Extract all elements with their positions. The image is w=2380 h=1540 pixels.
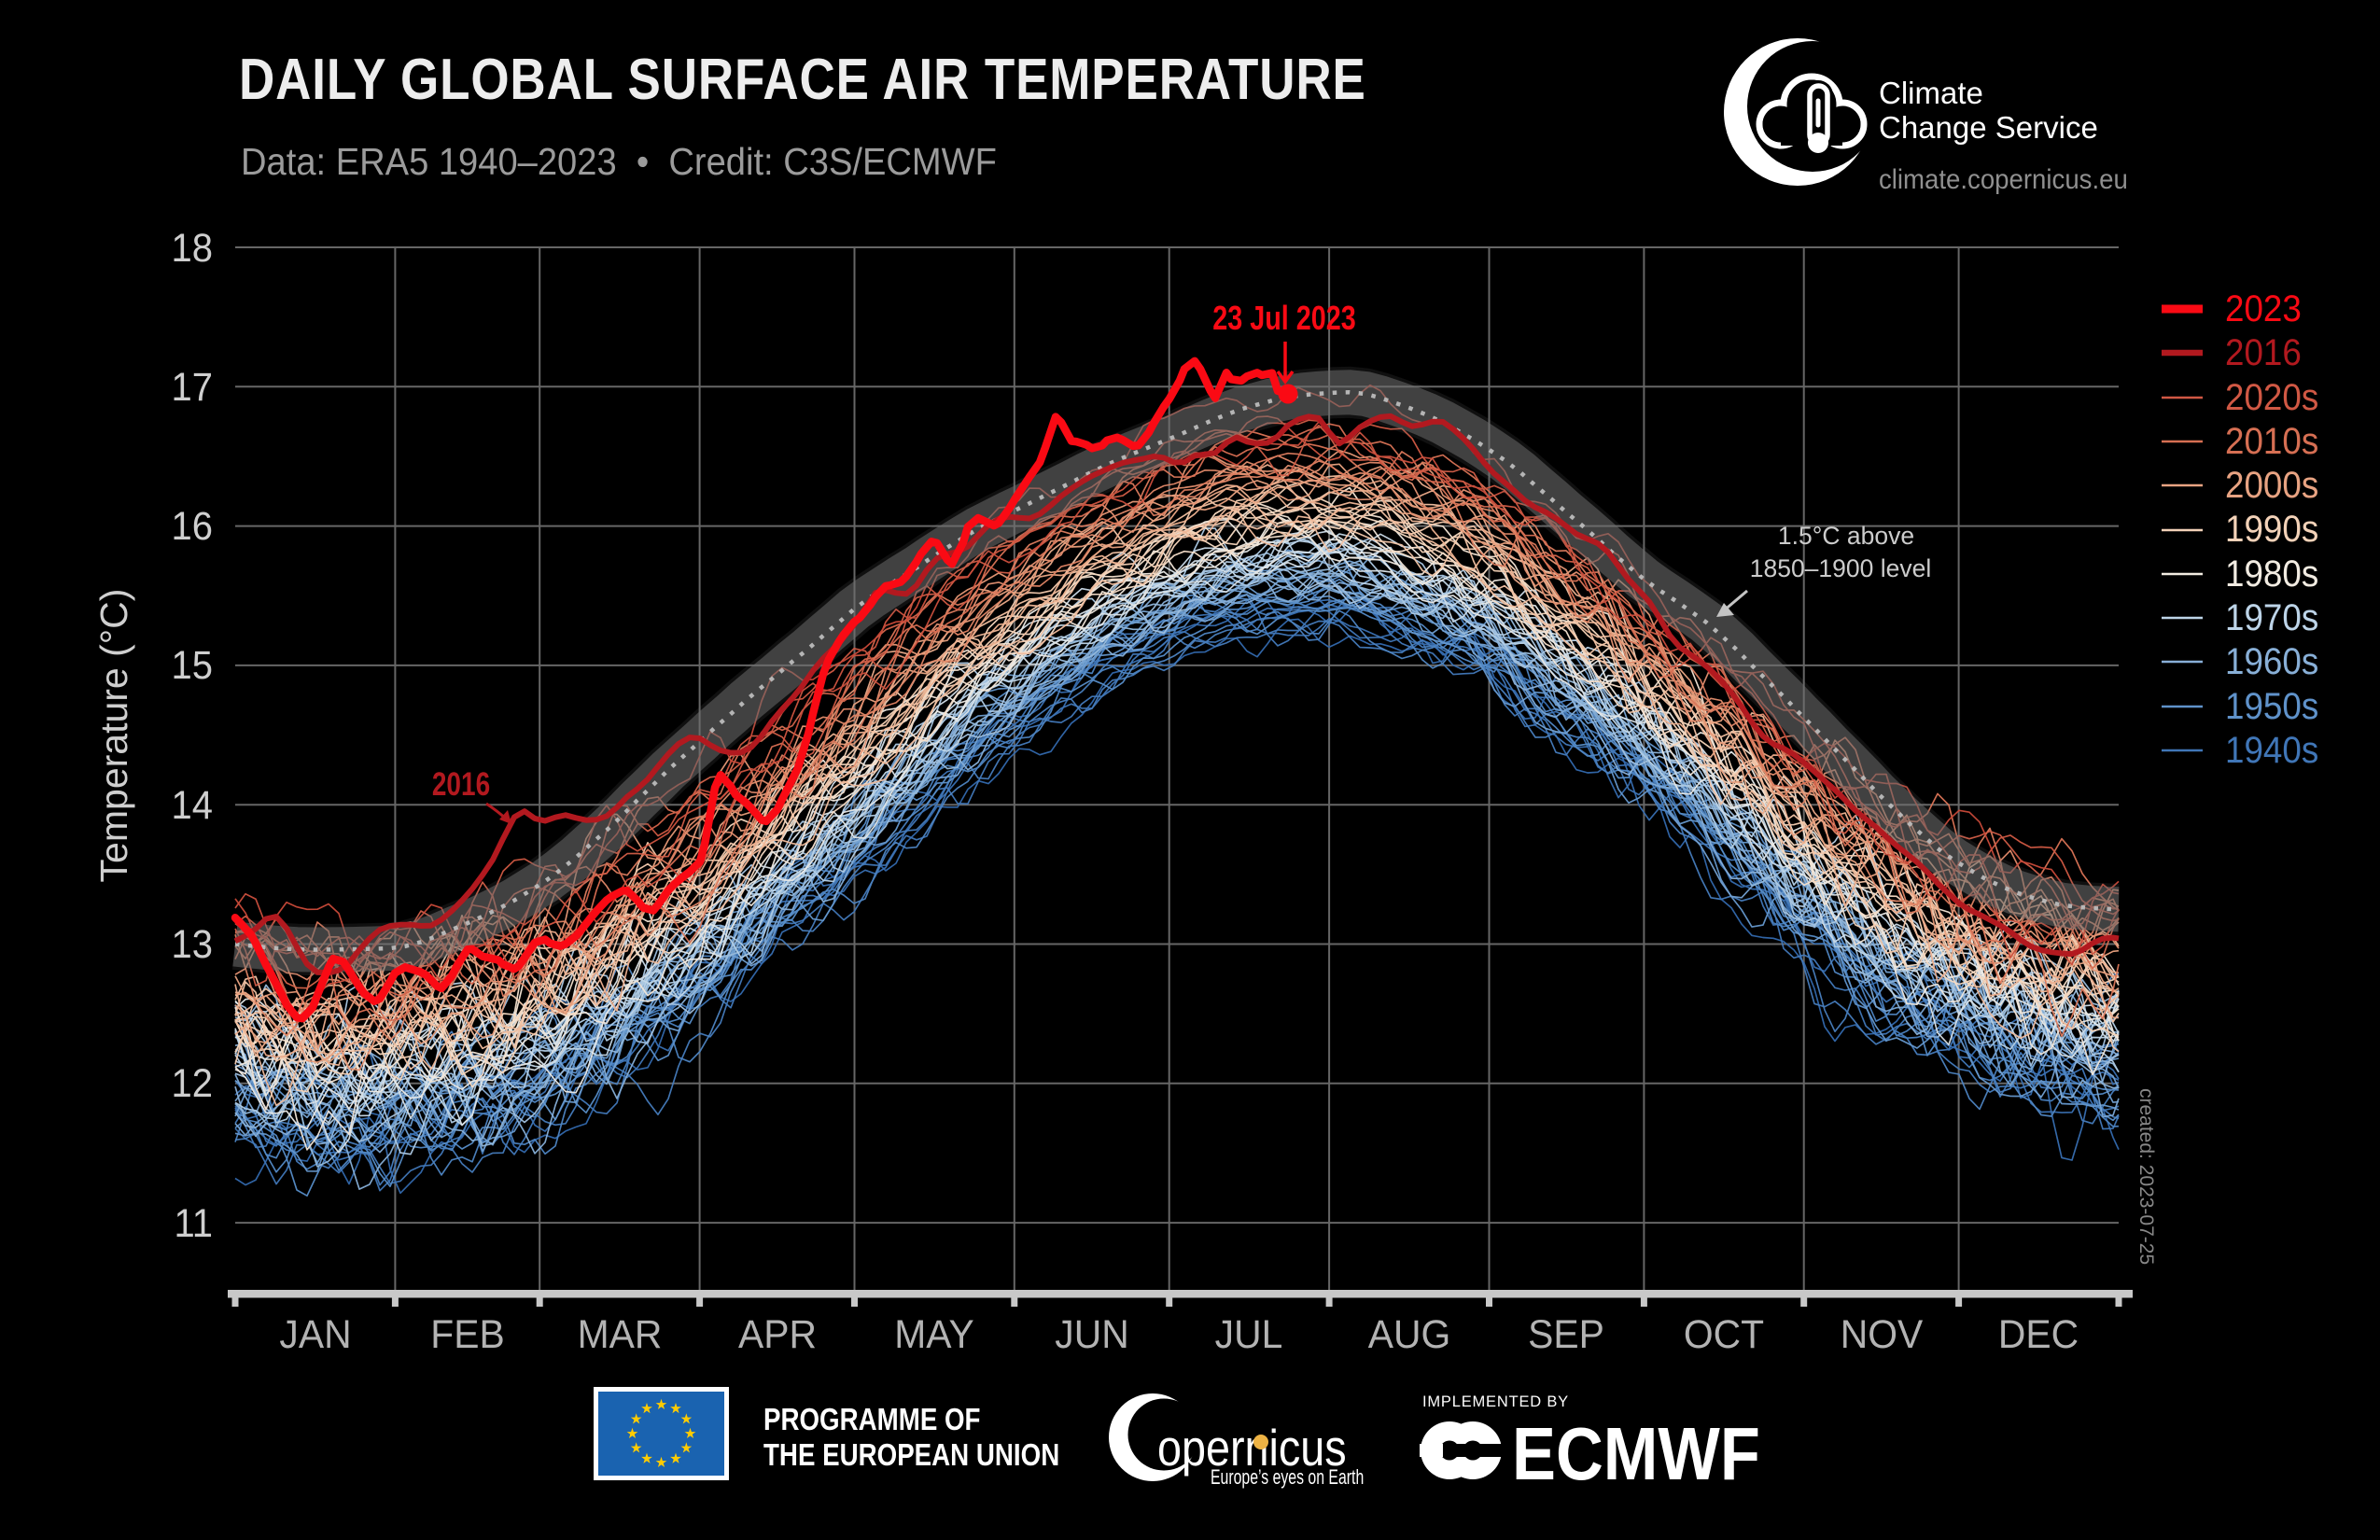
- svg-text:MAR: MAR: [578, 1311, 663, 1356]
- svg-text:1970s: 1970s: [2225, 597, 2318, 639]
- svg-text:1960s: 1960s: [2225, 641, 2318, 683]
- svg-text:created: 2023-07-25: created: 2023-07-25: [2135, 1088, 2157, 1265]
- svg-text:1990s: 1990s: [2225, 509, 2318, 551]
- svg-text:Change Service: Change Service: [1879, 110, 2098, 145]
- svg-text:17: 17: [172, 364, 213, 410]
- svg-text:PROGRAMME OF: PROGRAMME OF: [763, 1403, 980, 1437]
- svg-text:FEB: FEB: [430, 1311, 504, 1356]
- svg-text:THE EUROPEAN UNION: THE EUROPEAN UNION: [763, 1438, 1059, 1473]
- svg-text:JUN: JUN: [1055, 1311, 1128, 1356]
- svg-text:Temperature (°C): Temperature (°C): [92, 589, 135, 883]
- svg-text:MAY: MAY: [894, 1311, 973, 1356]
- svg-text:Data: ERA5 1940–2023 • Credi: Data: ERA5 1940–2023 • Credit: C3S/ECMWF: [241, 141, 997, 184]
- svg-text:1980s: 1980s: [2225, 553, 2318, 595]
- svg-text:11: 11: [174, 1200, 213, 1246]
- svg-text:13: 13: [172, 921, 213, 967]
- svg-text:ECMWF: ECMWF: [1512, 1412, 1760, 1495]
- svg-text:2016: 2016: [432, 765, 490, 803]
- svg-text:Europe’s eyes on Earth: Europe’s eyes on Earth: [1211, 1467, 1364, 1490]
- svg-text:JAN: JAN: [279, 1311, 351, 1356]
- svg-text:18: 18: [172, 225, 213, 271]
- svg-text:AUG: AUG: [1368, 1311, 1451, 1356]
- svg-text:2000s: 2000s: [2225, 465, 2318, 507]
- svg-text:1850–1900 level: 1850–1900 level: [1750, 554, 1932, 582]
- svg-text:JUL: JUL: [1215, 1311, 1283, 1356]
- svg-text:1950s: 1950s: [2225, 686, 2318, 728]
- svg-text:14: 14: [172, 782, 213, 828]
- svg-text:DEC: DEC: [1998, 1311, 2079, 1356]
- svg-text:12: 12: [172, 1060, 213, 1106]
- svg-text:APR: APR: [738, 1311, 817, 1356]
- svg-text:NOV: NOV: [1841, 1311, 1924, 1356]
- svg-text:opernicus: opernicus: [1157, 1419, 1347, 1476]
- svg-text:15: 15: [172, 642, 213, 688]
- svg-text:23 Jul 2023: 23 Jul 2023: [1212, 299, 1356, 337]
- svg-text:2023: 2023: [2225, 288, 2302, 330]
- svg-text:climate.copernicus.eu: climate.copernicus.eu: [1879, 164, 2128, 195]
- svg-text:2010s: 2010s: [2225, 421, 2318, 463]
- svg-text:16: 16: [172, 503, 213, 549]
- svg-text:1.5°C above: 1.5°C above: [1778, 522, 1914, 550]
- svg-text:IMPLEMENTED BY: IMPLEMENTED BY: [1422, 1393, 1569, 1410]
- svg-text:DAILY GLOBAL SURFACE AIR TEMPE: DAILY GLOBAL SURFACE AIR TEMPERATURE: [239, 48, 1366, 112]
- svg-text:2020s: 2020s: [2225, 377, 2318, 419]
- svg-text:Climate: Climate: [1879, 76, 1983, 110]
- svg-text:2016: 2016: [2225, 332, 2302, 374]
- svg-text:SEP: SEP: [1528, 1311, 1604, 1356]
- svg-text:1940s: 1940s: [2225, 730, 2318, 772]
- svg-text:OCT: OCT: [1684, 1311, 1764, 1356]
